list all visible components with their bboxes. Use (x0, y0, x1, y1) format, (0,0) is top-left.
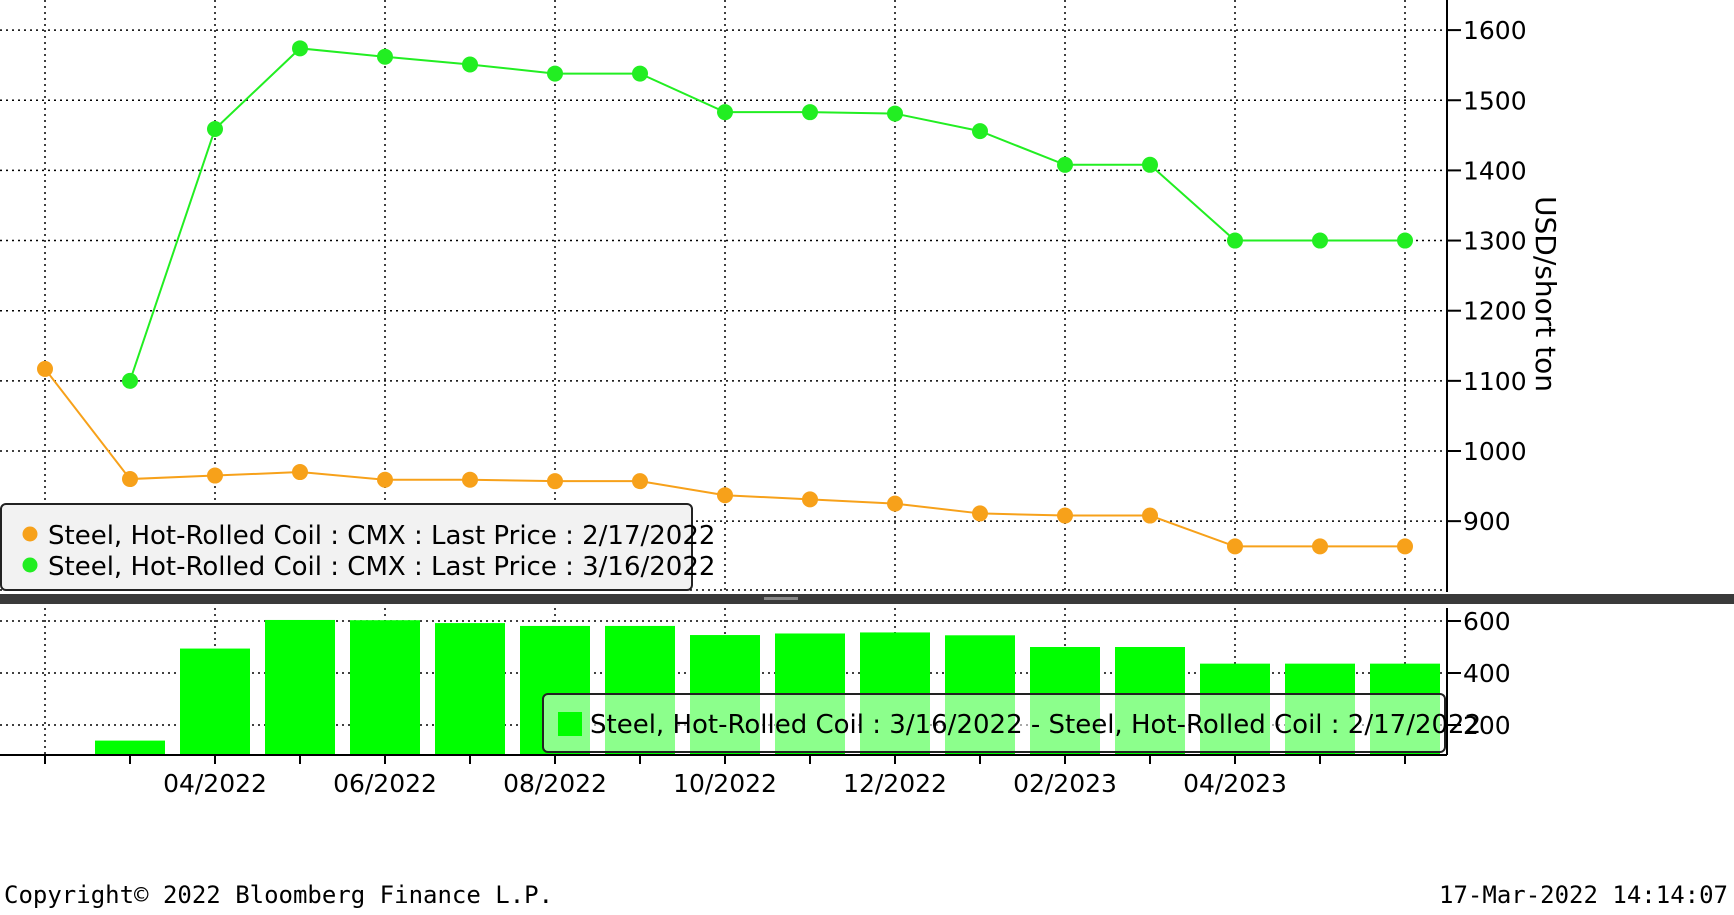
y-tick-label: 1200 (1463, 297, 1527, 326)
panel-divider-grip (764, 597, 798, 600)
legend-label: Steel, Hot-Rolled Coil : 3/16/2022 - Ste… (590, 710, 1481, 740)
data-point (1057, 507, 1073, 524)
top-legend-box (0, 503, 693, 591)
data-point (207, 121, 223, 138)
data-point (972, 123, 988, 140)
data-point (887, 105, 903, 122)
data-point (292, 464, 308, 481)
x-tick-label: 04/2023 (1183, 769, 1287, 798)
y-tick-label: 1600 (1463, 16, 1527, 45)
data-point (1227, 232, 1243, 249)
series-line (129, 47, 1405, 382)
legend-label: Steel, Hot-Rolled Coil : CMX : Last Pric… (48, 521, 715, 551)
y-tick-label: 600 (1463, 607, 1511, 636)
legend-marker (22, 526, 38, 542)
y-tick-label: 900 (1463, 507, 1511, 536)
legend-label: Steel, Hot-Rolled Coil : CMX : Last Pric… (48, 552, 715, 582)
copyright-text: Copyright© 2022 Bloomberg Finance L.P. (4, 881, 553, 909)
x-tick-label: 10/2022 (673, 769, 777, 798)
panel-divider (0, 594, 1734, 604)
y-axis-title: USD/short ton (1529, 196, 1562, 392)
data-point (972, 505, 988, 522)
data-point (632, 65, 648, 82)
data-point (462, 56, 478, 73)
timestamp-text: 17-Mar-2022 14:14:07 (1439, 881, 1728, 909)
data-point (122, 372, 138, 389)
bottom-legend-box (542, 693, 1446, 753)
data-point (1142, 156, 1158, 173)
x-tick-label: 08/2022 (503, 769, 607, 798)
bar (350, 620, 420, 755)
bar (265, 619, 335, 755)
data-point (292, 40, 308, 57)
legends: Steel, Hot-Rolled Coil : CMX : Last Pric… (0, 503, 1481, 753)
data-point (717, 104, 733, 121)
axes: 900 1000 1100 1200 1300 1400 1500 1600 USD/short… (0, 0, 1734, 798)
y-tick-label: 1100 (1463, 367, 1527, 396)
data-point (1397, 538, 1413, 555)
y-tick-label: 1400 (1463, 156, 1527, 185)
line-series (37, 40, 1413, 555)
data-point (1397, 232, 1413, 249)
data-point (1312, 232, 1328, 249)
y-tick-label: 1000 (1463, 437, 1527, 466)
bar (435, 623, 505, 755)
data-point (887, 495, 903, 512)
data-point (462, 471, 478, 488)
data-point (122, 471, 138, 488)
data-point (802, 104, 818, 121)
y-tick-label: 200 (1463, 711, 1511, 740)
data-point (1312, 538, 1328, 555)
bar (95, 740, 165, 755)
bar (180, 648, 250, 755)
data-point (207, 467, 223, 484)
y-tick-label: 400 (1463, 659, 1511, 688)
x-tick-label: 04/2022 (163, 769, 267, 798)
data-point (377, 471, 393, 488)
data-point (1227, 538, 1243, 555)
data-point (632, 473, 648, 490)
data-point (1057, 156, 1073, 173)
data-point (547, 65, 563, 82)
y-tick-label: 1500 (1463, 86, 1527, 115)
legend-marker (22, 557, 38, 573)
x-tick-label: 12/2022 (843, 769, 947, 798)
data-point (37, 360, 53, 377)
y-tick-label: 1300 (1463, 227, 1527, 256)
data-point (547, 473, 563, 490)
data-point (377, 48, 393, 65)
x-tick-label: 02/2023 (1013, 769, 1117, 798)
x-tick-label: 06/2022 (333, 769, 437, 798)
data-point (1142, 507, 1158, 524)
legend-marker (558, 712, 582, 736)
data-point (717, 487, 733, 504)
data-point (802, 491, 818, 508)
